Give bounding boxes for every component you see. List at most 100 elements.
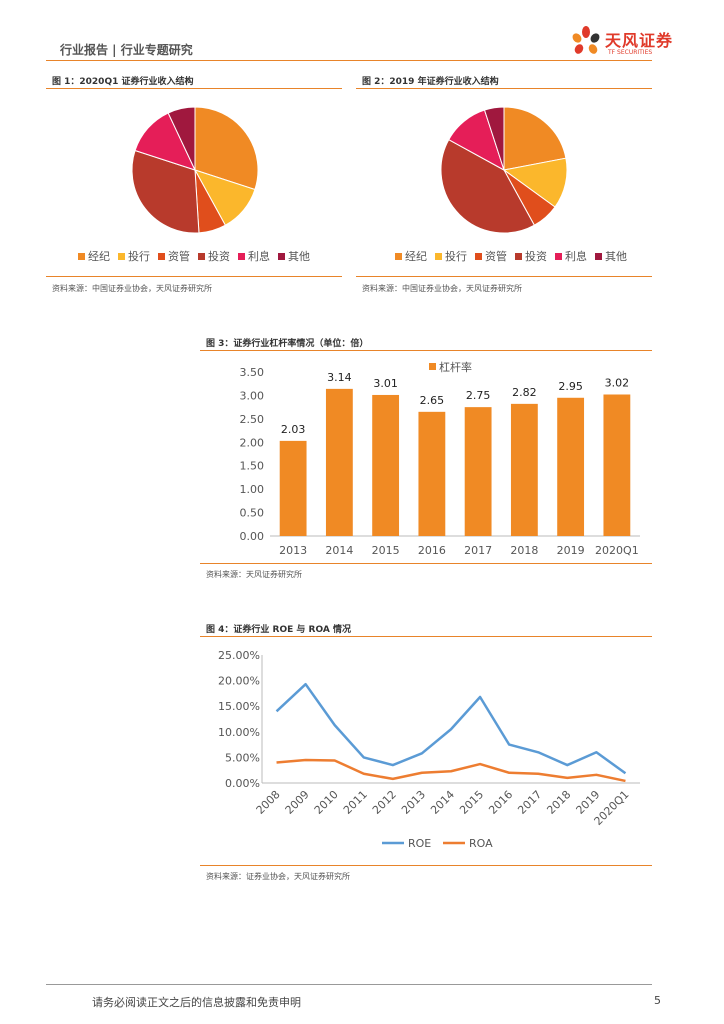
legend-swatch: [118, 252, 125, 260]
fig2-title: 图 2：2019 年证券行业收入结构: [362, 77, 499, 87]
fig1-legend: 经纪 投行 资管 投资 利息 其他: [78, 248, 310, 264]
fig3-title: 图 3：证券行业杠杆率情况（单位：倍）: [206, 339, 369, 349]
legend-swatch: [395, 252, 402, 260]
legend-item: 其他: [595, 248, 627, 264]
legend-label: ROA: [469, 837, 493, 850]
legend-item: 资管: [158, 248, 190, 264]
legend-label: 利息: [565, 250, 587, 263]
y-tick-label: 0.00: [240, 530, 265, 543]
y-tick-label: 1.50: [240, 460, 265, 473]
legend-label: 投行: [445, 250, 467, 263]
bar: [418, 411, 446, 536]
bar: [464, 407, 492, 536]
footer-divider: [46, 984, 652, 985]
legend-label: 投行: [128, 250, 150, 263]
y-tick-label: 2.50: [240, 413, 265, 426]
legend-swatch: [475, 252, 482, 260]
y-tick-label: 25.00%: [218, 649, 260, 662]
pie-slice-4: [440, 138, 536, 234]
fig2-legend: 经纪 投行 资管 投资 利息 其他: [395, 248, 627, 264]
fig1-source: 资料来源：中国证券业协会，天风证券研究所: [52, 284, 212, 293]
bar-data-label: 2.65: [420, 394, 445, 407]
header-divider: [46, 60, 652, 61]
page-number: 5: [654, 994, 661, 1007]
x-tick-label: 2016: [418, 544, 446, 557]
x-tick-label: 2013: [399, 788, 428, 817]
bar-data-label: 3.14: [327, 371, 352, 384]
legend-item: 资管: [475, 248, 507, 264]
fig2-pie-chart: [440, 106, 568, 234]
legend-item: 经纪: [395, 248, 427, 264]
fig2-bottom-rule: [356, 276, 652, 277]
fig4-line-chart: 0.00%5.00%10.00%15.00%20.00%25.00%2008 20…: [218, 649, 640, 850]
x-tick-label: 2014: [325, 544, 353, 557]
y-tick-label: 3.00: [240, 389, 265, 402]
footer-disclaimer: 请务必阅读正文之后的信息披露和免责申明: [92, 996, 301, 1009]
logo-english-name: TF SECURITIES: [608, 49, 653, 56]
pie-slice-4: [131, 149, 200, 234]
x-tick-label: 2017: [515, 788, 544, 817]
fig1-title: 图 1：2020Q1 证券行业收入结构: [52, 77, 194, 87]
x-tick-label: 2018: [510, 544, 538, 557]
x-tick-label: 2014: [428, 788, 457, 817]
company-logo: 天风证券 TF SECURITIES: [568, 24, 672, 60]
bar-data-label: 2.82: [512, 386, 537, 399]
legend-label: ROE: [408, 837, 431, 850]
legend-swatch: [515, 252, 522, 260]
legend-item: 其他: [278, 248, 310, 264]
legend-label: 资管: [168, 250, 190, 263]
pie-slice-6: [483, 106, 505, 171]
x-tick-label: 2010: [312, 788, 341, 817]
legend-label: 投资: [208, 250, 230, 263]
fig4-bottom-rule: [200, 865, 652, 866]
fig4-source: 资料来源：证券业协会，天风证券研究所: [206, 872, 350, 881]
pie-slice-6: [167, 106, 196, 171]
y-tick-label: 1.00: [240, 483, 265, 496]
y-tick-label: 3.50: [240, 366, 265, 379]
fig4-top-rule: [200, 636, 652, 637]
legend-label: 资管: [485, 250, 507, 263]
fig3-top-rule: [200, 350, 652, 351]
series-line-roe: [275, 682, 627, 775]
y-tick-label: 2.00: [240, 436, 265, 449]
fig1-bottom-rule: [46, 276, 342, 277]
legend-item: 投资: [198, 248, 230, 264]
legend-item: 利息: [555, 248, 587, 264]
y-tick-label: 0.00%: [225, 777, 260, 790]
legend-swatch: [595, 252, 602, 260]
y-tick-label: 10.00%: [218, 726, 260, 739]
legend-item: 投资: [515, 248, 547, 264]
pie-slice-1: [503, 106, 567, 171]
legend-item: 利息: [238, 248, 270, 264]
legend-label: 利息: [248, 250, 270, 263]
x-tick-label: 2018: [544, 788, 573, 817]
logo-chinese-name: 天风证券: [605, 31, 674, 50]
legend-swatch: [198, 252, 205, 260]
fig4-title: 图 4：证券行业 ROE 与 ROA 情况: [206, 625, 351, 635]
x-tick-label: 2011: [341, 788, 370, 817]
pie-slice-1: [194, 106, 259, 191]
y-tick-label: 20.00%: [218, 675, 260, 688]
fig2-top-rule: [356, 88, 652, 89]
legend-label: 经纪: [88, 250, 110, 263]
bar-data-label: 2.75: [466, 389, 491, 402]
legend-label: 杠杆率: [439, 360, 472, 374]
bar-data-label: 2.03: [281, 423, 306, 436]
logo-flower-icon: [572, 26, 600, 54]
series-line-roa: [276, 758, 626, 783]
legend-swatch: [78, 252, 85, 260]
fig3-bottom-rule: [200, 563, 652, 564]
legend-label: 投资: [525, 250, 547, 263]
legend-item: 经纪: [78, 248, 110, 264]
legend-swatch: [158, 252, 165, 260]
bar: [279, 440, 307, 536]
x-tick-label: 2013: [279, 544, 307, 557]
legend-item: 投行: [435, 248, 467, 264]
x-tick-label: 2012: [370, 788, 399, 817]
x-tick-label: 2017: [464, 544, 492, 557]
y-tick-label: 5.00%: [225, 751, 260, 764]
fig2-source: 资料来源：中国证券业协会，天风证券研究所: [362, 284, 522, 293]
legend-label: 经纪: [405, 250, 427, 263]
fig3-bar-chart: 0.00 0.50 1.00 1.50 2.00 2.50 3.00 3.50 2.03 2013…: [240, 360, 640, 557]
x-tick-label: 2016: [486, 788, 515, 817]
